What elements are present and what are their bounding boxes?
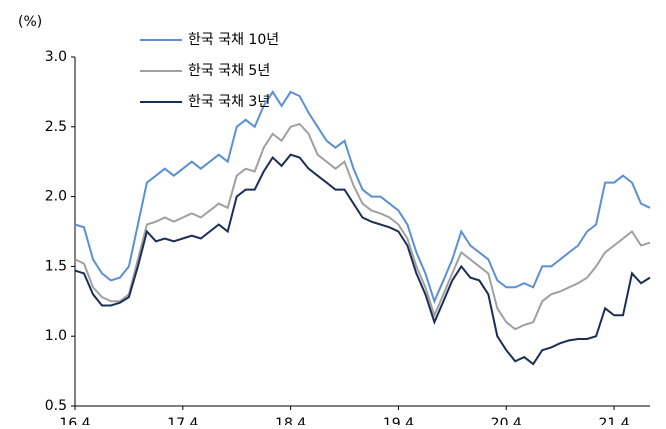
legend-label: 한국 국채 3년 — [188, 94, 270, 110]
x-tick-label: 19.4 — [383, 416, 414, 425]
x-tick-label: 21.4 — [598, 416, 629, 425]
x-tick-label: 20.4 — [491, 416, 522, 425]
x-tick-label: 18.4 — [275, 416, 306, 425]
series-line — [74, 90, 651, 305]
y-tick-label: 1.5 — [45, 258, 67, 274]
y-tick-label: 2.0 — [45, 189, 67, 205]
legend-label: 한국 국채 10년 — [188, 32, 279, 48]
y-tick-label: 2.5 — [45, 119, 67, 135]
x-tick-label: 16.4 — [59, 416, 90, 425]
y-tick-label: 0.5 — [45, 398, 67, 414]
series-line — [74, 122, 651, 331]
series-line — [74, 153, 651, 366]
y-tick-label: 3.0 — [45, 49, 67, 65]
legend-label: 한국 국채 5년 — [188, 63, 270, 79]
y-tick-label: 1.0 — [45, 328, 67, 344]
y-axis-label: (%) — [18, 14, 42, 30]
x-tick-label: 17.4 — [167, 416, 198, 425]
